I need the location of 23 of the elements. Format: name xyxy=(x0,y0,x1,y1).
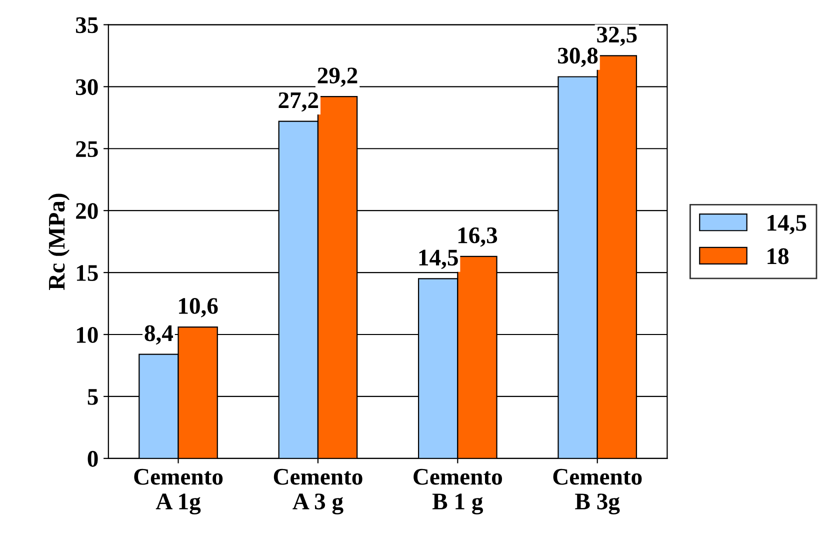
y-tick-label: 20 xyxy=(76,203,98,220)
x-tick-label: Cemento B 3g xyxy=(553,468,642,514)
legend-label: 18 xyxy=(768,248,789,264)
data-label: 10,6 xyxy=(179,298,218,318)
y-tick-label: 35 xyxy=(76,17,98,34)
data-label: 14,5 xyxy=(419,250,458,270)
x-tick-label: Cemento A 1g xyxy=(134,468,223,514)
data-label: 29,2 xyxy=(318,68,358,87)
x-tick-label: Cemento B 1 g xyxy=(414,468,502,514)
legend-label: 14,5 xyxy=(768,215,806,234)
data-label: 16,3 xyxy=(458,227,498,247)
data-label: 30,8 xyxy=(558,48,598,68)
y-tick-label: 25 xyxy=(76,141,98,158)
data-label: 8,4 xyxy=(144,325,174,345)
y-tick-label: 15 xyxy=(76,265,98,281)
x-tick-label: Cemento A 3 g xyxy=(274,468,362,514)
data-label: 27,2 xyxy=(278,92,318,112)
y-tick-label: 0 xyxy=(88,450,98,467)
y-axis-title: Rc (MPa) xyxy=(48,194,70,290)
y-tick-label: 10 xyxy=(76,326,98,343)
y-tick-label: 30 xyxy=(76,79,98,96)
y-tick-label: 5 xyxy=(88,389,98,405)
data-label: 32,5 xyxy=(597,26,637,46)
